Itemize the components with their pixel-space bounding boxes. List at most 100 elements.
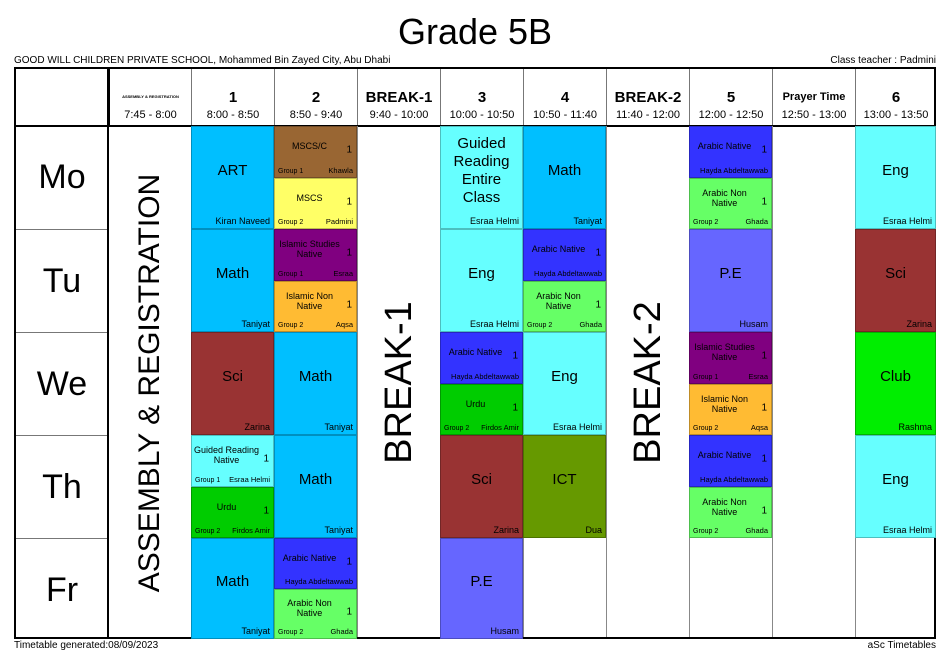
lesson-card[interactable]: Eng Esraa Helmi — [855, 435, 936, 538]
lesson-subject: Urdu — [465, 398, 486, 409]
lesson-card[interactable]: Guided Reading Native 1 Group 1 Esraa He… — [191, 435, 274, 487]
day-column-divider — [107, 69, 109, 637]
col-header-1: 1 8:00 - 8:50 — [191, 69, 274, 126]
lesson-group: Group 2 — [693, 219, 719, 226]
col-header-4: 4 10:50 - 11:40 — [523, 69, 606, 126]
lesson-card[interactable]: Sci Zarina — [440, 435, 523, 538]
lesson-subject: Math — [215, 572, 250, 590]
lesson-teacher: Khawla — [328, 166, 353, 175]
lesson-subject: Islamic Non Native — [700, 393, 748, 414]
lesson-card[interactable]: Math Taniyat — [274, 332, 357, 435]
divider — [772, 126, 773, 637]
lesson-card[interactable]: MSCS/C 1 Group 1 Khawla — [274, 126, 357, 178]
assembly-span: ASSEMBLY & REGISTRATION — [109, 126, 191, 639]
lesson-group: Group 2 — [527, 322, 553, 329]
lesson-subject: Sci — [885, 264, 906, 282]
lesson-card[interactable]: Arabic Native 1 Hayda Abdeltawwab — [523, 229, 606, 281]
col-header-assembly: ASSEMBLY & REGISTRATION 7:45 - 8:00 — [108, 69, 191, 126]
lesson-card[interactable]: Arabic Native 1 Hayda Abdeltawwab — [440, 332, 523, 384]
lesson-card[interactable]: Islamic Non Native 1 Group 2 Aqsa — [274, 281, 357, 332]
lesson-card[interactable]: Urdu 1 Group 2 Firdos Amir — [191, 487, 274, 538]
lesson-card[interactable]: Eng Esraa Helmi — [523, 332, 606, 435]
divider — [357, 126, 358, 637]
lesson-subject: Arabic Non Native — [536, 290, 581, 311]
lesson-teacher: Taniyat — [241, 319, 270, 329]
divider — [606, 126, 607, 637]
software-credit: aSc Timetables — [867, 640, 936, 651]
lesson-group: Group 1 — [693, 374, 719, 381]
col-label: ASSEMBLY & REGISTRATION — [122, 94, 179, 99]
lesson-group: Group 2 — [278, 219, 304, 226]
lesson-count: 1 — [346, 195, 352, 207]
lesson-subject: Arabic Native — [697, 450, 752, 460]
lesson-teacher: Esraa Helmi — [882, 216, 932, 226]
day-label-mo: Mo — [38, 158, 86, 196]
lesson-card[interactable]: Math Taniyat — [191, 538, 274, 639]
lesson-count: 1 — [761, 350, 767, 362]
lesson-subject: ART — [217, 161, 248, 179]
col-time: 12:00 - 12:50 — [698, 109, 764, 121]
lesson-card[interactable]: Islamic Studies Native 1 Group 1 Esraa — [274, 229, 357, 281]
lesson-card[interactable]: Arabic Native 1 Hayda Abdeltawwab — [689, 126, 772, 178]
lesson-card[interactable]: Arabic Non Native 1 Group 2 Ghada — [274, 589, 357, 639]
lesson-teacher: Esraa Helmi — [469, 216, 519, 226]
lesson-card[interactable]: Guided Reading Entire Class Esraa Helmi — [440, 126, 523, 229]
lesson-card[interactable]: Arabic Non Native 1 Group 2 Ghada — [523, 281, 606, 332]
col-label: 3 — [477, 89, 487, 106]
lesson-card[interactable]: Math Taniyat — [523, 126, 606, 229]
lesson-count: 1 — [263, 453, 269, 465]
lesson-card[interactable]: Arabic Non Native 1 Group 2 Ghada — [689, 178, 772, 229]
lesson-card[interactable]: Urdu 1 Group 2 Firdos Amir — [440, 384, 523, 435]
lesson-teacher: Esraa — [748, 372, 768, 381]
lesson-teacher: Zarina — [493, 525, 519, 535]
lesson-card[interactable]: MSCS 1 Group 2 Padmini — [274, 178, 357, 229]
lesson-card[interactable]: Sci Zarina — [855, 229, 936, 332]
lesson-card[interactable]: Arabic Native 1 Hayda Abdeltawwab — [689, 435, 772, 487]
lesson-count: 1 — [346, 606, 352, 618]
lesson-card[interactable]: Islamic Studies Native 1 Group 1 Esraa — [689, 332, 772, 384]
col-time: 11:40 - 12:00 — [615, 109, 680, 121]
col-header-6: 6 13:00 - 13:50 — [855, 69, 936, 126]
lesson-count: 1 — [346, 555, 352, 567]
lesson-card[interactable]: Math Taniyat — [191, 229, 274, 332]
lesson-subject: Urdu — [216, 501, 237, 512]
lesson-teacher: Ghada — [579, 320, 602, 329]
lesson-card[interactable]: P.E Husam — [440, 538, 523, 639]
lesson-card[interactable]: Arabic Native 1 Hayda Abdeltawwab — [274, 538, 357, 589]
lesson-teacher: Taniyat — [324, 525, 353, 535]
lesson-teacher: Hayda Abdeltawwab — [451, 372, 519, 381]
lesson-group: Group 1 — [195, 477, 221, 484]
lesson-card[interactable]: Arabic Non Native 1 Group 2 Ghada — [689, 487, 772, 538]
lesson-card[interactable]: Math Taniyat — [274, 435, 357, 538]
lesson-card[interactable]: P.E Husam — [689, 229, 772, 332]
col-label: 1 — [228, 89, 238, 106]
lesson-card[interactable]: ART Kiran Naveed — [191, 126, 274, 229]
lesson-subject: Eng — [882, 470, 909, 488]
col-header-3: 3 10:00 - 10:50 — [440, 69, 523, 126]
lesson-subject: Math — [298, 367, 333, 385]
lesson-count: 1 — [263, 504, 269, 516]
lesson-card[interactable]: Eng Esraa Helmi — [855, 126, 936, 229]
lesson-teacher: Zarina — [906, 319, 932, 329]
break2-span: BREAK-2 — [607, 126, 689, 639]
lesson-subject: Arabic Native — [697, 141, 752, 151]
lesson-card[interactable]: Club Rashma — [855, 332, 936, 435]
col-time: 8:00 - 8:50 — [206, 109, 260, 121]
lesson-card[interactable]: Islamic Non Native 1 Group 2 Aqsa — [689, 384, 772, 435]
lesson-group: Group 2 — [693, 528, 719, 535]
col-time: 9:40 - 10:00 — [369, 109, 429, 121]
break1-label: BREAK-1 — [377, 301, 420, 464]
lesson-count: 1 — [595, 298, 601, 310]
lesson-card[interactable]: ICT Dua — [523, 435, 606, 538]
lesson-teacher: Esraa Helmi — [229, 475, 270, 484]
lesson-subject: Sci — [222, 367, 243, 385]
lesson-card[interactable]: Sci Zarina — [191, 332, 274, 435]
lesson-teacher: Esraa Helmi — [882, 525, 932, 535]
lesson-card[interactable]: Eng Esraa Helmi — [440, 229, 523, 332]
lesson-subject: MSCS/C — [291, 141, 327, 151]
lesson-teacher: Ghada — [330, 627, 353, 636]
lesson-teacher: Aqsa — [335, 320, 353, 329]
lesson-subject: Eng — [551, 367, 578, 385]
assembly-label: ASSEMBLY & REGISTRATION — [133, 173, 166, 592]
lesson-group: Group 2 — [278, 629, 304, 636]
